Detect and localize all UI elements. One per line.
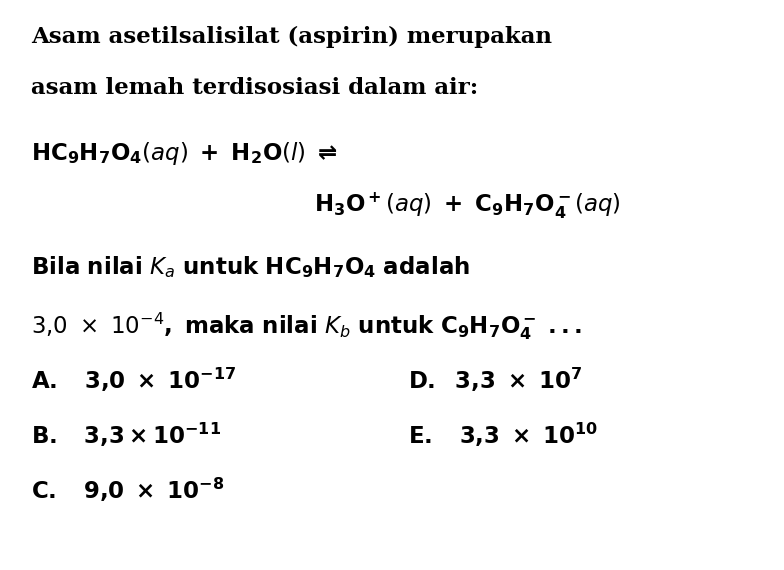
Text: $\mathrm{\mathbf{D.\ \ 3{,}3\ \times\ 10^{7}}}$: $\mathrm{\mathbf{D.\ \ 3{,}3\ \times\ 10… xyxy=(408,366,582,394)
Text: $\mathrm{\mathbf{C.\ \ \ 9{,}0\ \times\ 10^{-8}}}$: $\mathrm{\mathbf{C.\ \ \ 9{,}0\ \times\ … xyxy=(31,476,225,504)
Text: $\mathrm{\mathbf{A.\ \ \ 3{,}0\ \times\ 10^{-17}}}$: $\mathrm{\mathbf{A.\ \ \ 3{,}0\ \times\ … xyxy=(31,366,237,394)
Text: Asam asetilsalisilat (aspirin) merupakan: Asam asetilsalisilat (aspirin) merupakan xyxy=(31,26,553,48)
Text: $\mathbf{HC_9H_7O_4}$$\mathbf{\mathit{(aq)}}$$\mathbf{\ +\ H_2O}$$\mathbf{\mathi: $\mathbf{HC_9H_7O_4}$$\mathbf{\mathit{(a… xyxy=(31,140,338,166)
Text: $\mathrm{\mathbf{B.\ \ \ 3{,}3\times10^{-11}}}$: $\mathrm{\mathbf{B.\ \ \ 3{,}3\times10^{… xyxy=(31,421,221,449)
Text: $\mathbf{H_3O^+}$$\mathbf{\mathit{(aq)}}$$\mathbf{\ +\ C_9H_7O_4^-}$$\mathbf{\ma: $\mathbf{H_3O^+}$$\mathbf{\mathit{(aq)}}… xyxy=(314,191,620,221)
Text: $\mathrm{\mathbf{E.\ \ \ 3{,}3\ \times\ 10^{10}}}$: $\mathrm{\mathbf{E.\ \ \ 3{,}3\ \times\ … xyxy=(408,421,597,449)
Text: $3{,}0\ \times\ 10^{-4}$$\mathrm{\mathbf{,\ maka\ nilai\ }}$$K_b$$\mathrm{\mathb: $3{,}0\ \times\ 10^{-4}$$\mathrm{\mathbf… xyxy=(31,311,583,343)
Text: $\mathrm{\mathbf{Bila\ nilai\ }}$$K_a$$\mathrm{\mathbf{\ untuk\ HC_9H_7O_4\ adal: $\mathrm{\mathbf{Bila\ nilai\ }}$$K_a$$\… xyxy=(31,254,470,279)
Text: asam lemah terdisosiasi dalam air:: asam lemah terdisosiasi dalam air: xyxy=(31,77,478,99)
